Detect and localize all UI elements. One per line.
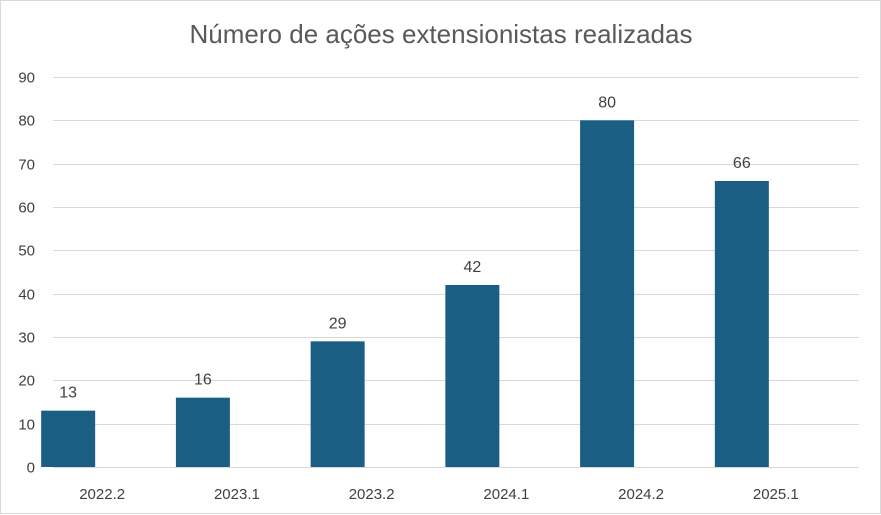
y-axis: 0 10 20 30 40 50 60 70 80 90 <box>18 70 35 477</box>
y-tick-label: 80 <box>18 113 35 130</box>
data-label: 13 <box>59 385 77 402</box>
x-tick-label: 2024.1 <box>483 486 529 503</box>
bars <box>41 120 769 467</box>
bar <box>445 285 500 467</box>
data-label: 80 <box>598 94 616 111</box>
y-tick-label: 40 <box>18 287 35 304</box>
y-tick-label: 30 <box>18 330 35 347</box>
bar <box>175 397 230 467</box>
data-labels: 13 16 29 42 80 66 <box>59 94 751 401</box>
bar <box>310 341 365 467</box>
bar <box>41 410 96 467</box>
y-tick-label: 60 <box>18 200 35 217</box>
x-axis: 2022.2 2023.1 2023.2 2024.1 2024.2 2025.1 <box>79 486 799 503</box>
x-tick-label: 2025.1 <box>753 486 799 503</box>
x-tick-label: 2023.2 <box>349 486 395 503</box>
data-label: 29 <box>329 315 347 332</box>
y-tick-label: 0 <box>27 460 35 477</box>
x-tick-label: 2024.2 <box>618 486 664 503</box>
data-label: 16 <box>194 372 212 389</box>
y-tick-label: 90 <box>18 70 35 87</box>
x-tick-label: 2023.1 <box>214 486 260 503</box>
chart-title: Número de ações extensionistas realizada… <box>190 19 693 49</box>
bar <box>580 120 635 467</box>
data-label: 66 <box>733 155 751 172</box>
y-tick-label: 70 <box>18 157 35 174</box>
data-label: 42 <box>463 259 481 276</box>
y-tick-label: 50 <box>18 243 35 260</box>
bar <box>714 181 769 467</box>
y-tick-label: 10 <box>18 417 35 434</box>
y-tick-label: 20 <box>18 373 35 390</box>
x-tick-label: 2022.2 <box>79 486 125 503</box>
